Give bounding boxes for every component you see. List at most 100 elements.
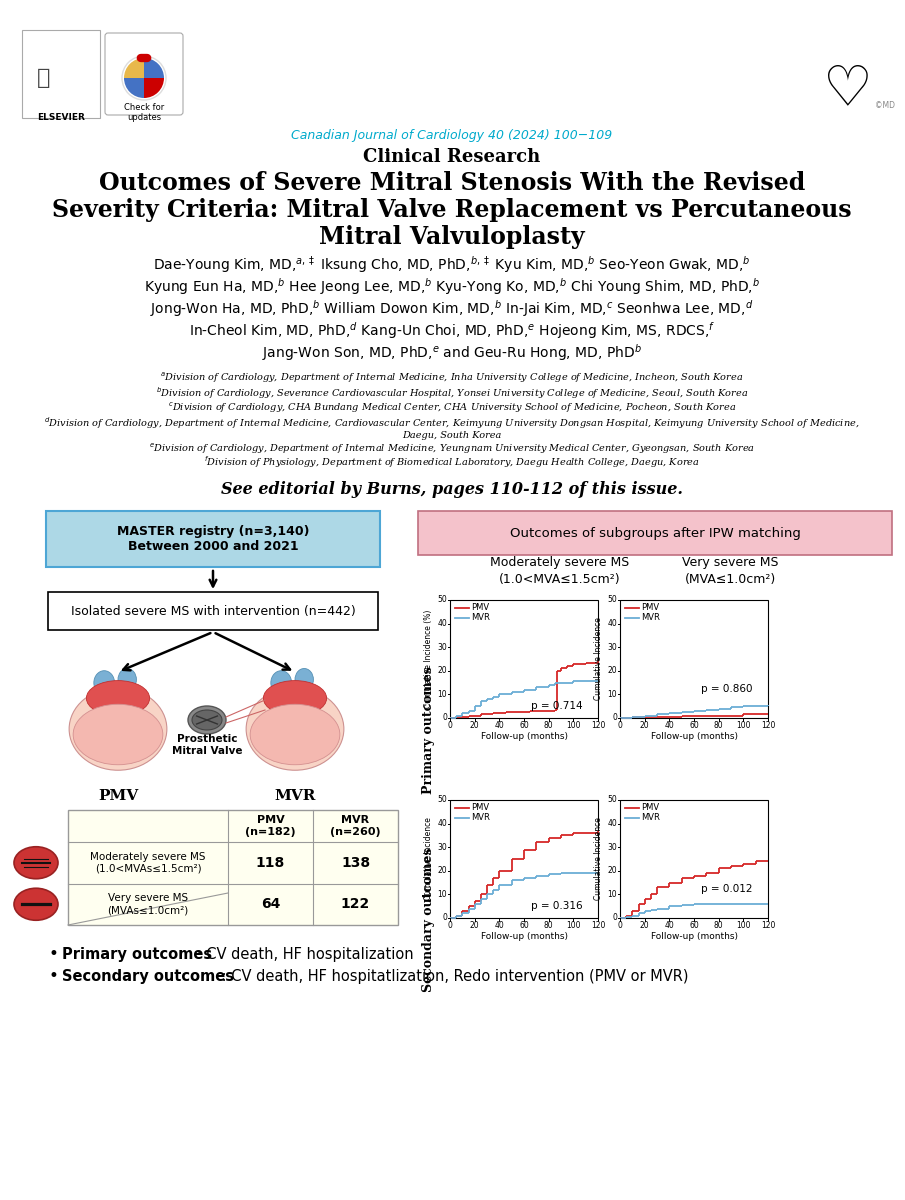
Text: 122: 122 — [341, 898, 370, 911]
Bar — [620, 800, 768, 918]
Bar — [450, 800, 598, 918]
Bar — [620, 600, 768, 718]
Ellipse shape — [14, 888, 58, 920]
Text: PMV
(n=182): PMV (n=182) — [245, 815, 296, 838]
Ellipse shape — [263, 680, 327, 715]
Text: 118: 118 — [256, 856, 285, 870]
Text: 20: 20 — [437, 666, 447, 676]
Text: 20: 20 — [437, 866, 447, 875]
Text: Jang-Won Son, MD, PhD,$^{e}$ and Geu-Ru Hong, MD, PhD$^{b}$: Jang-Won Son, MD, PhD,$^{e}$ and Geu-Ru … — [262, 342, 642, 364]
Text: 20: 20 — [607, 666, 617, 676]
Ellipse shape — [14, 847, 58, 878]
Text: $^{b}$Division of Cardiology, Severance Cardiovascular Hospital, Yonsei Universi: $^{b}$Division of Cardiology, Severance … — [156, 385, 748, 401]
Text: 0: 0 — [448, 721, 452, 731]
Text: ©MD: ©MD — [875, 101, 895, 109]
Text: 0: 0 — [443, 913, 447, 923]
Text: Outcomes of Severe Mitral Stenosis With the Revised: Outcomes of Severe Mitral Stenosis With … — [99, 170, 805, 194]
Text: 30: 30 — [607, 643, 617, 652]
Text: Severity Criteria: Mitral Valve Replacement vs Percutaneous: Severity Criteria: Mitral Valve Replacem… — [52, 198, 852, 222]
Text: MVR: MVR — [641, 613, 660, 623]
Text: ♡: ♡ — [824, 62, 873, 116]
Text: 20: 20 — [470, 922, 480, 930]
Text: ELSEVIER: ELSEVIER — [37, 113, 85, 122]
Text: PMV: PMV — [471, 804, 489, 812]
Text: Primary outcomes: Primary outcomes — [422, 666, 434, 794]
Text: $^{e}$Division of Cardiology, Department of Internal Medicine, Yeungnam Universi: $^{e}$Division of Cardiology, Department… — [149, 442, 755, 456]
Text: Secondary outcomes: Secondary outcomes — [62, 968, 234, 984]
Circle shape — [122, 56, 166, 100]
Wedge shape — [124, 58, 144, 78]
Wedge shape — [144, 58, 164, 78]
FancyBboxPatch shape — [418, 511, 892, 554]
Text: Cumulative Incidence: Cumulative Incidence — [594, 817, 603, 900]
Text: 80: 80 — [714, 721, 723, 731]
Ellipse shape — [188, 706, 226, 734]
Text: 40: 40 — [664, 721, 674, 731]
Text: $^{c}$Division of Cardiology, CHA Bundang Medical Center, CHA University School : $^{c}$Division of Cardiology, CHA Bundan… — [167, 401, 736, 415]
Text: 0: 0 — [612, 913, 617, 923]
Text: Kyung Eun Ha, MD,$^{b}$ Hee Jeong Lee, MD,$^{b}$ Kyu-Yong Ko, MD,$^{b}$ Chi Youn: Kyung Eun Ha, MD,$^{b}$ Hee Jeong Lee, M… — [144, 276, 760, 298]
Text: Follow-up (months): Follow-up (months) — [481, 932, 567, 941]
Bar — [450, 600, 598, 718]
Ellipse shape — [246, 688, 344, 770]
Text: Daegu, South Korea: Daegu, South Korea — [403, 432, 501, 440]
Text: •: • — [48, 946, 58, 962]
Text: : CV death, HF hospitatlization, Redo intervention (PMV or MVR): : CV death, HF hospitatlization, Redo in… — [217, 968, 689, 984]
Text: 10: 10 — [437, 890, 447, 899]
Text: PMV: PMV — [641, 604, 659, 612]
Text: 138: 138 — [341, 856, 370, 870]
Text: p = 0.714: p = 0.714 — [530, 701, 583, 712]
Text: 30: 30 — [437, 643, 447, 652]
Text: 50: 50 — [607, 595, 617, 605]
Text: MVR: MVR — [274, 790, 316, 803]
Text: 40: 40 — [437, 820, 447, 828]
FancyBboxPatch shape — [105, 32, 183, 115]
Text: 80: 80 — [544, 922, 554, 930]
Text: 10: 10 — [437, 690, 447, 698]
Text: 0: 0 — [448, 922, 452, 930]
Text: 60: 60 — [519, 922, 529, 930]
Bar — [68, 810, 398, 925]
Text: $^{a}$Division of Cardiology, Department of Internal Medicine, Inha University C: $^{a}$Division of Cardiology, Department… — [160, 371, 744, 385]
Text: 50: 50 — [437, 796, 447, 804]
Text: 60: 60 — [689, 922, 699, 930]
Text: Clinical Research: Clinical Research — [364, 148, 540, 166]
Bar — [22, 30, 100, 118]
Text: 80: 80 — [714, 922, 723, 930]
Text: Cumulative Incidence (%): Cumulative Incidence (%) — [424, 610, 433, 708]
Text: 40: 40 — [607, 820, 617, 828]
Text: Isolated severe MS with intervention (n=442): Isolated severe MS with intervention (n=… — [71, 605, 356, 618]
Ellipse shape — [73, 704, 163, 764]
Text: 40: 40 — [664, 922, 674, 930]
Text: 20: 20 — [607, 866, 617, 875]
Text: p = 0.012: p = 0.012 — [700, 883, 752, 894]
Ellipse shape — [94, 671, 115, 695]
Text: 50: 50 — [607, 796, 617, 804]
Text: 10: 10 — [607, 890, 617, 899]
Text: Outcomes of subgroups after IPW matching: Outcomes of subgroups after IPW matching — [510, 527, 800, 540]
Text: Follow-up (months): Follow-up (months) — [651, 732, 738, 740]
Text: 50: 50 — [437, 595, 447, 605]
Text: p = 0.860: p = 0.860 — [700, 684, 752, 694]
Text: 100: 100 — [736, 922, 750, 930]
Text: MVR: MVR — [641, 814, 660, 822]
Text: : CV death, HF hospitalization: : CV death, HF hospitalization — [192, 947, 414, 961]
Text: See editorial by Burns, pages 110-112 of this issue.: See editorial by Burns, pages 110-112 of… — [221, 480, 683, 498]
Text: 120: 120 — [591, 721, 605, 731]
Text: Moderately severe MS
(1.0<MVAs≤1.5cm²): Moderately severe MS (1.0<MVAs≤1.5cm²) — [90, 852, 205, 874]
Text: 0: 0 — [612, 714, 617, 722]
Text: 100: 100 — [736, 721, 750, 731]
Text: 20: 20 — [470, 721, 480, 731]
Text: Canadian Journal of Cardiology 40 (2024) 100−109: Canadian Journal of Cardiology 40 (2024)… — [291, 130, 613, 143]
Ellipse shape — [86, 680, 149, 715]
Text: 60: 60 — [689, 721, 699, 731]
Text: 120: 120 — [591, 922, 605, 930]
Text: Mitral Valvuloplasty: Mitral Valvuloplasty — [319, 226, 585, 248]
Text: Very severe MS
(MVAs≤1.0cm²): Very severe MS (MVAs≤1.0cm²) — [108, 893, 188, 916]
Text: 0: 0 — [443, 714, 447, 722]
Text: 40: 40 — [494, 721, 504, 731]
Text: 0: 0 — [617, 922, 623, 930]
Text: 20: 20 — [640, 721, 650, 731]
Text: 120: 120 — [761, 922, 776, 930]
Text: MVR
(n=260): MVR (n=260) — [330, 815, 381, 838]
